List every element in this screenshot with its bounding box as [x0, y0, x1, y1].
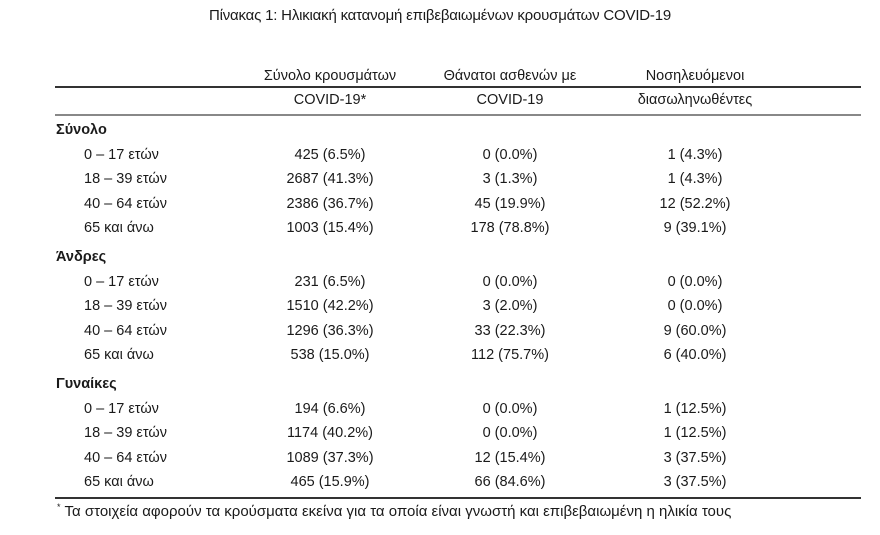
table-cell: 1510 (42.2%) — [286, 298, 374, 314]
table-cell: 2386 (36.7%) — [286, 195, 374, 212]
footnote-text: Τα στοιχεία αφορούν τα κρούσματα εκείνα … — [64, 503, 732, 520]
footnote: * Τα στοιχεία αφορούν τα κρούσματα εκείνα… — [57, 502, 732, 520]
row-label: 18 – 39 ετών — [84, 171, 167, 187]
table-cell: 112 (75.7%) — [471, 347, 549, 363]
table-cell: 1003 (15.4%) — [286, 220, 374, 236]
section-label: Άνδρες — [56, 249, 107, 265]
table-cell: 465 (15.9%) — [290, 474, 370, 490]
table-cell: 12 (15.4%) — [474, 449, 546, 466]
table-cell: 1 (4.3%) — [667, 146, 723, 163]
table-cell: 538 (15.0%) — [290, 347, 370, 363]
header-line: Σύνολο κρουσμάτων — [263, 68, 397, 84]
table-cell: 9 (39.1%) — [663, 220, 727, 236]
table-cell: 12 (52.2%) — [659, 195, 731, 212]
column-header-cases: Σύνολο κρουσμάτων COVID-19* — [230, 64, 430, 112]
row-label: 65 και άνω — [84, 220, 154, 236]
column-header-deaths: Θάνατοι ασθενών με COVID-19 — [410, 64, 610, 112]
row-label: 18 – 39 ετών — [84, 298, 167, 314]
header-line: διασωληνωθέντες — [637, 92, 753, 108]
table-cell: 425 (6.5%) — [294, 146, 366, 163]
row-label: 40 – 64 ετών — [84, 195, 167, 212]
table-cell: 9 (60.0%) — [663, 322, 727, 339]
table-cell: 3 (37.5%) — [663, 474, 727, 490]
top-rule — [55, 86, 861, 88]
table-cell: 0 (0.0%) — [667, 298, 723, 314]
table-cell: 1296 (36.3%) — [286, 322, 374, 339]
row-label: 40 – 64 ετών — [84, 322, 167, 339]
table-cell: 45 (19.9%) — [474, 195, 546, 212]
footnote-mark: * — [57, 502, 61, 512]
row-label: 40 – 64 ετών — [84, 449, 167, 466]
header-rule — [55, 114, 861, 116]
table-cell: 6 (40.0%) — [663, 347, 727, 363]
section-label: Γυναίκες — [56, 376, 117, 392]
row-label: 18 – 39 ετών — [84, 425, 167, 441]
table-cell: 3 (37.5%) — [663, 449, 727, 466]
table-cell: 0 (0.0%) — [482, 425, 538, 441]
table-cell: 3 (1.3%) — [482, 171, 538, 187]
table-cell: 1174 (40.2%) — [287, 425, 373, 441]
header-line: COVID-19* — [293, 92, 367, 108]
table-cell: 0 (0.0%) — [482, 400, 538, 417]
bottom-rule — [55, 497, 861, 499]
section-label: Σύνολο — [56, 122, 107, 138]
table-cell: 3 (2.0%) — [482, 298, 538, 314]
row-label: 65 και άνω — [84, 474, 154, 490]
table-cell: 2687 (41.3%) — [286, 171, 374, 187]
table-cell: 194 (6.6%) — [294, 400, 366, 417]
table-cell: 1 (12.5%) — [663, 425, 727, 441]
table-cell: 1 (12.5%) — [663, 400, 727, 417]
header-line: COVID-19 — [476, 92, 544, 108]
table-cell: 33 (22.3%) — [474, 322, 546, 339]
row-label: 65 και άνω — [84, 347, 154, 363]
table-cell: 1089 (37.3%) — [286, 449, 374, 466]
header-line: Θάνατοι ασθενών με — [443, 68, 577, 84]
row-label: 0 – 17 ετών — [84, 273, 159, 290]
column-header-intubated: Νοσηλευόμενοι διασωληνωθέντες — [595, 64, 795, 112]
table-cell: 231 (6.5%) — [294, 273, 366, 290]
row-label: 0 – 17 ετών — [84, 146, 159, 163]
table-title: Πίνακας 1: Ηλικιακή κατανομή επιβεβαιωμέ… — [208, 7, 671, 24]
table-cell: 178 (78.8%) — [470, 220, 550, 236]
table-cell: 0 (0.0%) — [667, 273, 723, 290]
table-cell: 0 (0.0%) — [482, 273, 538, 290]
table-cell: 1 (4.3%) — [667, 171, 723, 187]
table-cell: 0 (0.0%) — [482, 146, 538, 163]
table-cell: 66 (84.6%) — [474, 474, 546, 490]
header-line: Νοσηλευόμενοι — [645, 68, 745, 84]
row-label: 0 – 17 ετών — [84, 400, 159, 417]
